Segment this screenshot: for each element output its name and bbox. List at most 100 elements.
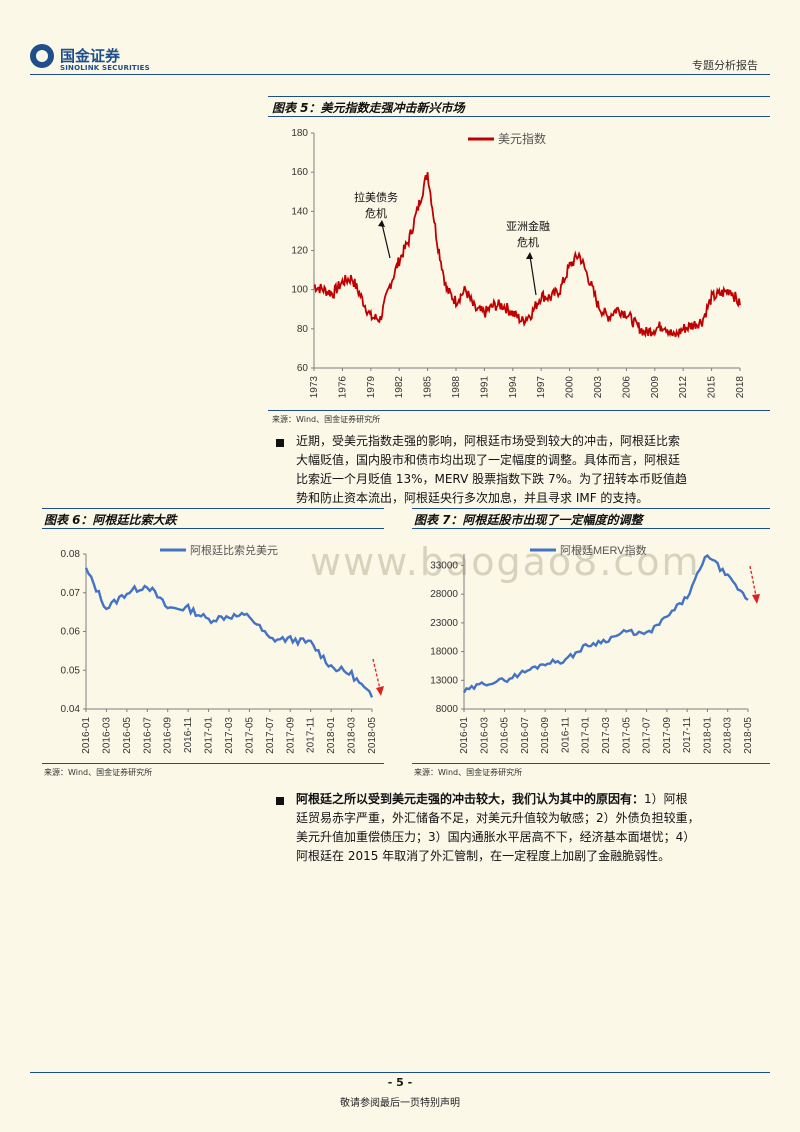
x-tick-label: 2017-05 xyxy=(244,717,255,754)
trend-arrow-shaft xyxy=(749,565,757,597)
report-type-label: 专题分析报告 xyxy=(692,59,758,72)
figure7-bottom-rule xyxy=(412,763,770,764)
x-tick-label: 2016-09 xyxy=(540,717,551,754)
legend-label: 美元指数 xyxy=(498,131,546,146)
footer-divider xyxy=(30,1072,770,1073)
paragraph-1-line: 比索近一个月贬值 13%，MERV 股票指数下跌 7%。为了扭转本币贬值趋 xyxy=(296,472,687,486)
paragraph-1-line: 势和防止资本流出，阿根廷央行多次加息，并且寻求 IMF 的支持。 xyxy=(296,491,649,505)
x-tick-label: 2016-05 xyxy=(500,717,511,754)
series-line xyxy=(84,567,374,698)
y-tick-label: 160 xyxy=(291,167,308,178)
disclaimer-note: 敬请参阅最后一页特别声明 xyxy=(340,1098,460,1109)
x-tick-label: 1979 xyxy=(366,376,377,399)
figure7-top-rule xyxy=(412,508,770,509)
trend-arrow-head xyxy=(752,594,760,604)
figure7-title: 图表 7：阿根廷股市出现了一定幅度的调整 xyxy=(414,513,643,527)
paragraph-1: 近期，受美元指数走强的影响，阿根廷市场受到较大的冲击，阿根廷比索 大幅贬值，国内… xyxy=(296,432,766,508)
paragraph-2-line: 阿根廷之所以受到美元走强的冲击较大，我们认为其中的原因有：1）阿根 xyxy=(296,790,766,809)
header-divider xyxy=(30,74,770,75)
figure6-bottom-rule xyxy=(42,763,384,764)
annotation-asian-crisis: 亚洲金融 xyxy=(506,219,550,233)
series-line xyxy=(313,172,741,339)
y-tick-label: 8000 xyxy=(436,704,459,715)
arrow-asian-head xyxy=(526,252,533,259)
figure5-chart: 60 80 100 120 140 160 180 1973 1976 1979 1982 1985 1… xyxy=(291,128,746,399)
figure5-bottom-rule xyxy=(268,410,770,411)
logo-chinese-name: 国金证券 xyxy=(60,47,121,65)
x-tick-label: 2018-03 xyxy=(347,717,358,754)
y-tick-label: 180 xyxy=(291,128,308,139)
x-tick-label: 2017-01 xyxy=(581,717,592,754)
figure7-title-rule xyxy=(412,528,770,529)
figure6-top-rule xyxy=(42,508,384,509)
x-tick-label: 2017-07 xyxy=(642,717,653,754)
x-tick-label: 2018 xyxy=(735,376,746,399)
x-tick-label: 2018-01 xyxy=(702,717,713,754)
x-tick-label: 2016-01 xyxy=(81,717,92,754)
x-tick-label: 2017-09 xyxy=(285,717,296,754)
paragraph-1-line: 近期，受美元指数走强的影响，阿根廷市场受到较大的冲击，阿根廷比索 xyxy=(296,434,681,448)
bullet-marker xyxy=(276,797,284,805)
x-tick-label: 2016-11 xyxy=(560,717,571,753)
watermark: www.baogao8.com xyxy=(310,540,701,584)
y-tick-label: 18000 xyxy=(430,647,458,658)
y-tick-label: 13000 xyxy=(430,675,458,686)
x-tick-label: 2016-03 xyxy=(101,717,112,754)
figure5-title: 图表 5：美元指数走强冲击新兴市场 xyxy=(272,101,465,115)
x-tick-label: 2003 xyxy=(593,376,604,399)
x-tick-label: 1988 xyxy=(451,376,462,399)
annotation-latam-debt-2: 危机 xyxy=(365,206,387,220)
x-tick-label: 1973 xyxy=(309,376,320,399)
x-tick-label: 1991 xyxy=(479,376,490,399)
y-tick-label: 80 xyxy=(297,324,309,335)
annotation-latam-debt: 拉美债务 xyxy=(354,190,398,204)
y-tick-label: 140 xyxy=(291,206,308,217)
x-tick-label: 2017-07 xyxy=(265,717,276,754)
x-tick-label: 2012 xyxy=(678,376,689,399)
x-tick-label: 2016-11 xyxy=(183,717,194,753)
x-tick-label: 2016-07 xyxy=(142,717,153,754)
logo-english-name: SINOLINK SECURITIES xyxy=(60,64,150,72)
y-tick-label: 0.05 xyxy=(61,665,81,676)
legend-label: 阿根廷比索兑美元 xyxy=(190,543,278,557)
figure7-source: 来源：Wind、国金证券研究所 xyxy=(414,768,523,777)
x-tick-label: 2017-11 xyxy=(682,717,693,753)
y-tick-label: 33000 xyxy=(430,560,458,571)
x-tick-label: 2016-05 xyxy=(122,717,133,754)
arrow-latam-head xyxy=(378,220,385,227)
figure6-chart: 0.04 0.05 0.06 0.07 0.08 2016-01 2016-03 2016-0… xyxy=(61,543,384,754)
figure5-source: 来源：Wind、国金证券研究所 xyxy=(272,415,381,424)
x-tick-label: 2018-05 xyxy=(367,717,378,754)
figure5-title-rule xyxy=(268,116,770,117)
x-tick-label: 1994 xyxy=(508,376,519,399)
figure7-chart: 8000 13000 18000 23000 28000 33000 2016-01 2016… xyxy=(430,543,760,754)
paragraph-1-line: 大幅贬值，国内股市和债市均出现了一定幅度的调整。具体而言，阿根廷 xyxy=(296,453,681,467)
x-tick-label: 1985 xyxy=(423,376,434,399)
x-tick-label: 2018-01 xyxy=(326,717,337,754)
trend-arrow-head xyxy=(376,686,384,696)
x-tick-label: 1976 xyxy=(337,376,348,399)
legend-label: 阿根廷MERV指数 xyxy=(560,543,647,557)
x-tick-label: 2017-05 xyxy=(621,717,632,754)
x-tick-label: 2009 xyxy=(650,376,661,399)
x-tick-label: 2006 xyxy=(621,376,632,399)
paragraph-2-lead: 阿根廷之所以受到美元走强的冲击较大，我们认为其中的原因有： xyxy=(296,792,645,806)
y-tick-label: 0.06 xyxy=(61,627,81,638)
figure5-top-rule xyxy=(268,96,770,97)
y-tick-label: 120 xyxy=(291,246,308,257)
x-tick-label: 2017-11 xyxy=(306,717,317,753)
arrow-asian-shaft xyxy=(529,255,537,296)
x-tick-label: 2015 xyxy=(707,376,718,399)
x-tick-label: 2016-07 xyxy=(520,717,531,754)
x-tick-label: 2018-03 xyxy=(723,717,734,754)
x-tick-label: 2000 xyxy=(565,376,576,399)
x-tick-label: 1997 xyxy=(536,376,547,399)
figure6-title: 图表 6：阿根廷比索大跌 xyxy=(44,513,177,527)
x-tick-label: 2016-01 xyxy=(459,717,470,754)
y-tick-label: 23000 xyxy=(430,618,458,629)
x-tick-label: 2017-03 xyxy=(601,717,612,754)
x-tick-label: 2016-09 xyxy=(163,717,174,754)
annotation-asian-crisis-2: 危机 xyxy=(517,235,539,249)
figure6-title-rule xyxy=(42,528,384,529)
page-number: - 5 - xyxy=(387,1076,413,1089)
